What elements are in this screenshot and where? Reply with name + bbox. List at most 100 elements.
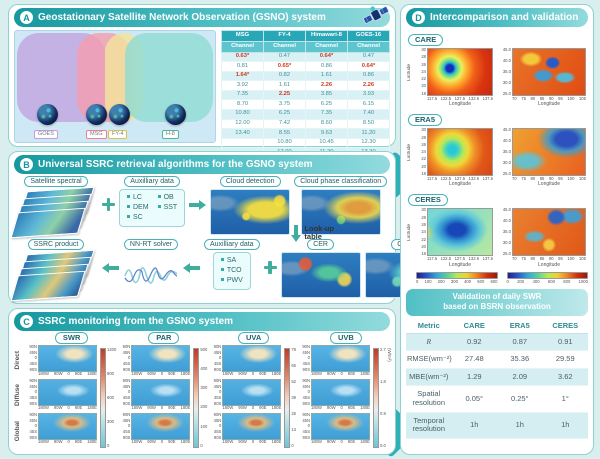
channel-value: 13.40 <box>221 128 264 139</box>
tick-label: 0.0 <box>380 442 386 448</box>
tick-label: 22 <box>421 156 426 162</box>
tick-label: 45S <box>29 429 37 435</box>
tick-label: 0.9 <box>380 410 386 416</box>
tick-label: 45N <box>122 417 131 423</box>
monitor-column-par: PAR 90N 45N 0 45S 90S 180W 90W 0 90E 180E 90N 45N 0 45… <box>118 332 209 448</box>
comparison-section-ceres: CERES Latitude 30 28 26 24 22 20 18 117.5 122.5 127… <box>406 189 588 268</box>
channel-value: 0.82 <box>263 70 306 82</box>
y-ticks: 90N 45N 0 45S 90S <box>118 378 131 406</box>
tick-label: 0 <box>340 439 343 444</box>
retrieval-input-row: Satellite spectral Auxilliary data LC DE… <box>10 176 390 239</box>
y-ticks: 90N 45N 0 45S 90S <box>118 412 131 440</box>
channel-value: 8.50 <box>347 118 390 130</box>
channel-value: 0.47 <box>263 51 306 63</box>
tick-label: 90N <box>29 378 37 383</box>
tick-label: 65 <box>291 362 296 368</box>
tick-label: 75 <box>521 96 526 101</box>
tick-label: 90S <box>122 434 131 440</box>
y-ticks: 90N 45N 0 45S 90S <box>298 412 311 440</box>
table-row: 8.70 3.75 6.25 6.15 <box>221 99 390 111</box>
channel-subheader: Channel <box>305 40 348 53</box>
tick-label: 180W <box>222 405 234 410</box>
comparison-map <box>427 128 493 177</box>
colorbar-gradient <box>284 348 291 448</box>
tick-label: 90 <box>548 96 554 101</box>
tick-label: 0 <box>251 371 255 376</box>
tick-label: 105 <box>578 256 586 262</box>
table-row: Spatial resolution 0.05° 0.25° 1° <box>406 385 588 413</box>
table-row: Metric CARE ERA5 CERES <box>406 317 588 334</box>
tick-label: 90E <box>74 371 83 376</box>
tick-label: 45N <box>29 349 37 355</box>
channel-value: 7.35 <box>221 89 264 101</box>
tick-label: 90E <box>347 439 356 444</box>
colorbar: 500 400 300 200 100 0 <box>193 347 208 448</box>
tick-label: 35.0 <box>502 229 511 235</box>
tick-label: 0 <box>107 442 110 448</box>
tick-label: 95 <box>558 176 563 182</box>
tick-label: 45N <box>302 349 310 355</box>
y-axis-label: Latitude <box>407 223 412 241</box>
tick-label: 45S <box>122 395 131 401</box>
channel-value: 0.47 <box>347 51 390 63</box>
tick-label: 0 <box>34 389 37 395</box>
metric-cell: 1h <box>542 412 588 439</box>
x-axis-label: Longitude <box>449 101 471 108</box>
tick-label: 0 <box>67 439 70 444</box>
cloud-phase-map <box>300 189 381 235</box>
tick-label: 400 <box>200 366 208 372</box>
tick-label: 20 <box>421 83 426 89</box>
table-row: MBE(wm⁻²) 1.29 2.09 3.62 <box>406 368 588 387</box>
tick-label: 0 <box>160 439 164 444</box>
panel-c: C SSRC monitoring from the GSNO system D… <box>8 308 396 455</box>
panel-a-badge: A <box>20 11 33 24</box>
satellite-tag-h8: H-8 <box>162 130 179 139</box>
tick-label: 200 <box>437 278 445 284</box>
column-header: CARE <box>451 317 497 334</box>
channel-subheader: Channel <box>347 40 390 53</box>
panel-b-title: Universal SSRC retrieval algorithms for … <box>38 159 313 170</box>
colorbar: 1200 900 600 300 0 <box>100 347 116 448</box>
tick-label: 180E <box>180 439 191 444</box>
tick-label: 28 <box>421 54 426 60</box>
tick-label: 90W <box>238 405 247 410</box>
colorbar-ticks: 78 65 52 39 26 13 0 <box>291 347 296 448</box>
auxiliary-data-label-1: Auxilliary data <box>124 176 180 187</box>
lookup-table-label: Look-up table <box>304 224 334 242</box>
channel-value: 3.75 <box>263 99 306 111</box>
solver-label: NN-RT solver <box>123 239 179 250</box>
table-row: 1.64* 0.82 1.61 0.86 <box>221 70 390 82</box>
tick-label: 70 <box>512 256 517 262</box>
tick-label: 180W <box>38 405 49 410</box>
tick-label: 132.5 <box>468 256 480 262</box>
tick-label: 0 <box>251 439 255 444</box>
section-maps: Latitude 30 28 26 24 22 20 18 117.5 122.5 127.5 132… <box>406 127 588 187</box>
satellite-name: GOES-16 <box>347 30 390 42</box>
row-label: Diffuse <box>14 384 21 407</box>
tick-label: 300 <box>107 418 114 424</box>
y-ticks: 90N 45N 0 45S 90S <box>118 344 131 372</box>
tick-label: 90E <box>168 405 176 410</box>
channel-value: 2.25 <box>263 89 306 101</box>
tick-label: 1.8 <box>380 378 386 384</box>
tick-label: 0 <box>307 355 310 361</box>
channel-value: 8.70 <box>221 99 264 111</box>
cer-label: CER <box>307 239 334 250</box>
tick-label: 400 <box>464 278 472 284</box>
tick-label: 0 <box>218 389 222 395</box>
tick-label: 180E <box>87 439 97 444</box>
tick-label: 45.0 <box>502 127 511 133</box>
tick-label: 90 <box>548 256 554 262</box>
monitor-map <box>38 379 97 406</box>
tick-label: 25.0 <box>502 90 511 96</box>
channel-value: 11.20 <box>347 128 390 139</box>
cloud-detection-label: Cloud detection <box>219 176 281 187</box>
tick-label: 500 <box>200 347 208 352</box>
monitor-map <box>131 379 191 406</box>
map-column: 45.0 40.0 35.0 30.0 25.0 70 75 80 85 90 95 100 105 Lo… <box>498 47 586 107</box>
ssrc-product-block: SSRC product <box>10 239 98 302</box>
tick-label: 90N <box>213 412 222 417</box>
channel-table-subheader: Channel Channel Channel Channel <box>221 40 390 53</box>
metric-cell: MBE(wm⁻²) <box>406 368 452 387</box>
tick-label: 80 <box>530 96 536 101</box>
